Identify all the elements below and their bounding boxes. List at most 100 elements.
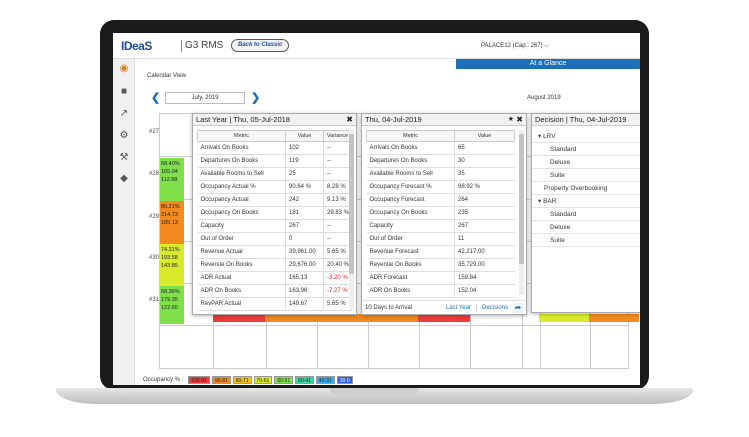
property-selector[interactable]: PALACE12 (Cap.: 267) ⌵ xyxy=(481,43,549,49)
scrollbar-thumb[interactable] xyxy=(349,134,354,274)
decision-tree-item[interactable]: Standard xyxy=(532,208,640,221)
ideas-logo[interactable]: IDeaS xyxy=(121,39,152,53)
occupancy-cell[interactable]: 86.21% 214.73 185.13 xyxy=(160,201,184,244)
metric-variance: -- xyxy=(323,219,352,233)
next-month-label: August 2019 xyxy=(527,95,561,101)
decision-tree-item[interactable]: Deluxe xyxy=(532,156,640,169)
column-header: Metric xyxy=(366,130,455,142)
column-header: Variance xyxy=(323,130,352,142)
metric-value: 152.04 xyxy=(454,284,515,298)
laptop-base xyxy=(56,388,693,404)
occupancy-strip xyxy=(265,314,316,322)
next-month-arrow-icon[interactable]: ❯ xyxy=(251,92,261,104)
last-year-panel: Last Year | Thu, 05-Jul-2018 ✖ Metric Va… xyxy=(192,113,357,315)
legend-swatch: 30-0 xyxy=(336,376,353,384)
occupancy-value: 143.85 xyxy=(161,263,178,269)
prev-month-arrow-icon[interactable]: ❮ xyxy=(151,92,161,104)
metric-name: Revenue Forecast xyxy=(366,245,455,259)
metric-value: 65 xyxy=(454,141,515,155)
occupancy-strip xyxy=(213,314,265,322)
legend-swatch: 90-81 xyxy=(211,376,231,384)
column-header: Value xyxy=(285,130,324,142)
decision-tree-item[interactable]: ▾ BAR xyxy=(532,195,640,208)
chart-icon[interactable]: ↗ xyxy=(119,108,129,119)
decision-tree-item[interactable]: Suite xyxy=(532,169,640,182)
decisions-link[interactable]: Decisions xyxy=(482,305,509,311)
decision-tree-item[interactable]: Property Overbooking xyxy=(532,182,640,195)
metric-value: 90.64 % xyxy=(285,180,324,194)
share-icon[interactable]: ➦ xyxy=(513,303,523,313)
metric-variance: -- xyxy=(323,232,352,246)
settings-icon[interactable]: ⚙ xyxy=(119,130,129,141)
decision-tree-item[interactable]: ▾ LRV xyxy=(532,130,640,143)
metric-name: ADR On Books xyxy=(197,284,286,298)
week-number: #29 xyxy=(149,214,160,220)
metric-value: 267 xyxy=(285,219,324,233)
days-to-arrival: 10 Days to Arrival xyxy=(365,305,413,311)
metric-variance: -- xyxy=(323,167,352,181)
metric-variance: 20.40 % xyxy=(323,258,352,272)
week-number: #31 xyxy=(149,297,160,303)
legend-swatch: 100-91 xyxy=(188,376,210,384)
metric-value: 165.13 xyxy=(285,271,324,285)
legend-swatch: 80-71 xyxy=(232,376,252,384)
occupancy-cell[interactable]: 68.36% 179.35 122.60 xyxy=(160,286,184,324)
occupancy-value: 122.60 xyxy=(161,305,178,311)
app-screen: IDeaS G3 RMS Back to Classic PALACE12 (C… xyxy=(113,33,640,385)
metric-name: Available Rooms to Sell xyxy=(366,167,455,181)
legend-swatch: 70-61 xyxy=(253,376,273,384)
decision-tree-item[interactable]: Standard xyxy=(532,143,640,156)
metric-value: 102 xyxy=(285,141,324,155)
decision-tree-item[interactable]: Suite xyxy=(532,234,640,247)
last-year-link[interactable]: Last Year xyxy=(446,305,472,311)
week-number: #28 xyxy=(149,171,160,177)
close-icon[interactable]: ✖ xyxy=(516,115,523,124)
close-icon[interactable]: ✖ xyxy=(346,115,353,124)
legend-swatch: 50-41 xyxy=(295,376,314,384)
metric-value: 235 xyxy=(454,206,515,220)
calendar-view-label: Calendar View xyxy=(147,73,186,79)
occupancy-value: 193.58 xyxy=(161,255,178,261)
metric-variance: -- xyxy=(323,141,352,155)
occupancy-pct: 86.21% xyxy=(161,204,180,210)
dashboard-icon[interactable]: ◉ xyxy=(119,63,129,74)
scrollbar-thumb[interactable] xyxy=(519,134,524,264)
table-row: RevPAR Actual 149.67 5.65 % xyxy=(197,297,352,311)
sidebar: ◉ ■ ↗ ⚙ ⚒ ◆ xyxy=(113,59,135,385)
legend-label: Occupancy % : xyxy=(143,377,184,383)
table-row: Out of Order 11 xyxy=(366,232,515,246)
occupancy-strip xyxy=(589,314,639,322)
decision-tree: ▾ LRV Standard Deluxe Suite Property Overboo… xyxy=(532,130,640,247)
table-row: Occupancy On Books 181 29.83 % xyxy=(197,206,352,220)
panel-footer: 10 Days to Arrival Last Year | Decisions… xyxy=(362,300,526,314)
occupancy-value: 214.73 xyxy=(161,212,178,218)
occupancy-cell[interactable]: 74.31% 193.58 143.85 xyxy=(160,244,184,287)
at-a-glance-bar[interactable]: At a Glance xyxy=(456,59,640,69)
metric-value: 42,217.00 xyxy=(454,245,515,259)
metric-value: 35,729.00 xyxy=(454,258,515,272)
table-row: Arrivals On Books 65 xyxy=(366,141,515,155)
metric-value: 264 xyxy=(454,193,515,207)
metric-name: Revenue On Books xyxy=(366,258,455,272)
table-row: Available Rooms to Sell 25 -- xyxy=(197,167,352,181)
metric-value: 149.67 xyxy=(285,297,324,311)
metric-name: ADR Actual xyxy=(197,271,286,285)
folder-icon[interactable]: ■ xyxy=(120,86,128,97)
panel-title-text: Last Year | Thu, 05-Jul-2018 xyxy=(196,115,290,124)
decision-tree-item[interactable]: Deluxe xyxy=(532,221,640,234)
metric-value: 267 xyxy=(454,219,515,233)
metric-value: 29,676.00 xyxy=(285,258,324,272)
table-row: Occupancy Forecast % 98.92 % xyxy=(366,180,515,194)
occupancy-value: 112.88 xyxy=(161,177,178,183)
tag-icon[interactable]: ◆ xyxy=(120,173,128,184)
pin-icon[interactable]: ★ xyxy=(507,116,514,123)
occupancy-strip xyxy=(539,314,589,322)
metric-variance: -- xyxy=(323,154,352,168)
wrench-icon[interactable]: ⚒ xyxy=(119,152,129,163)
back-to-classic-button[interactable]: Back to Classic xyxy=(231,39,290,52)
occupancy-pct: 74.31% xyxy=(161,247,180,253)
occupancy-cell[interactable]: 68.40% 165.04 112.88 xyxy=(160,158,184,201)
month-picker[interactable]: July, 2019 xyxy=(165,92,245,104)
decision-panel: Decision | Thu, 04-Jul-2019 ▾ LRV Standar… xyxy=(531,113,640,313)
metric-name: Arrivals On Books xyxy=(197,141,286,155)
